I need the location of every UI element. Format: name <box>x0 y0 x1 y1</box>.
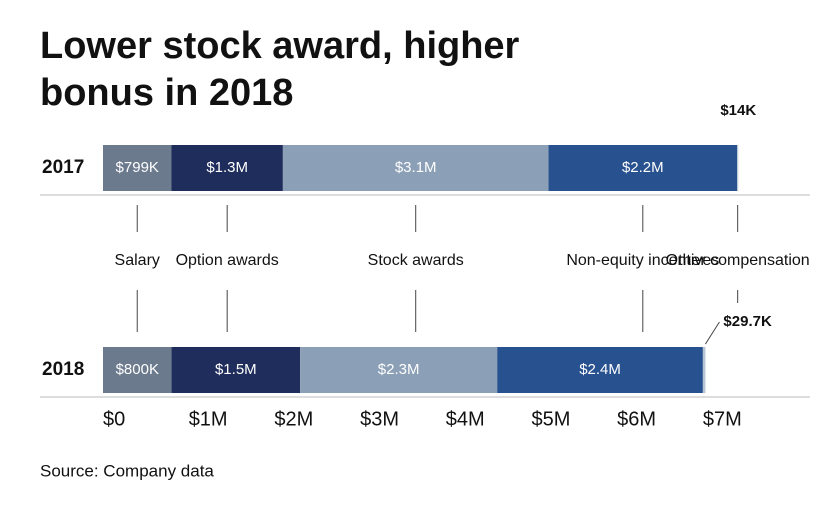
bar-segment <box>300 347 498 393</box>
value-label: $29.7K <box>723 313 772 330</box>
category-label: 2017 <box>42 157 84 178</box>
value-label: $1.3M <box>206 159 248 176</box>
bar-segment <box>171 347 301 393</box>
x-tick-label: $5M <box>531 408 570 430</box>
bar-segment <box>103 145 172 191</box>
value-label: $3.1M <box>395 159 437 176</box>
bar-segment <box>737 145 739 191</box>
bar-segment <box>103 347 172 393</box>
bar-segment <box>702 347 706 393</box>
legend-label: Stock awards <box>368 252 464 269</box>
leader-line <box>705 321 720 345</box>
bar-segment <box>548 145 738 191</box>
value-label: $14K <box>720 102 756 119</box>
source: Source: Company data <box>40 461 214 480</box>
value-label: $1.5M <box>215 361 257 378</box>
bar-segment <box>497 347 703 393</box>
x-tick-label: $1M <box>189 408 228 430</box>
x-tick-label: $2M <box>274 408 313 430</box>
x-tick-label: $3M <box>360 408 399 430</box>
bar-segment <box>282 145 549 191</box>
bar-segment <box>171 145 283 191</box>
x-tick-label: $0 <box>103 408 125 430</box>
value-label: $2.4M <box>579 361 621 378</box>
value-label: $2.3M <box>378 361 420 378</box>
value-label: $799K <box>116 159 159 176</box>
legend-label: Salary <box>115 252 160 269</box>
legend-label: Option awards <box>176 252 279 269</box>
value-label: $2.2M <box>622 159 664 176</box>
chart-title: Lower stock award, higher bonus in 2018 <box>40 25 520 114</box>
category-label: 2018 <box>42 359 84 380</box>
legend-label: Non-equity incentives <box>566 252 719 269</box>
value-label: $800K <box>116 361 159 378</box>
x-tick-label: $7M <box>703 408 742 430</box>
legend-label: Other compensation <box>666 252 810 269</box>
x-tick-label: $4M <box>446 408 485 430</box>
x-tick-label: $6M <box>617 408 656 430</box>
